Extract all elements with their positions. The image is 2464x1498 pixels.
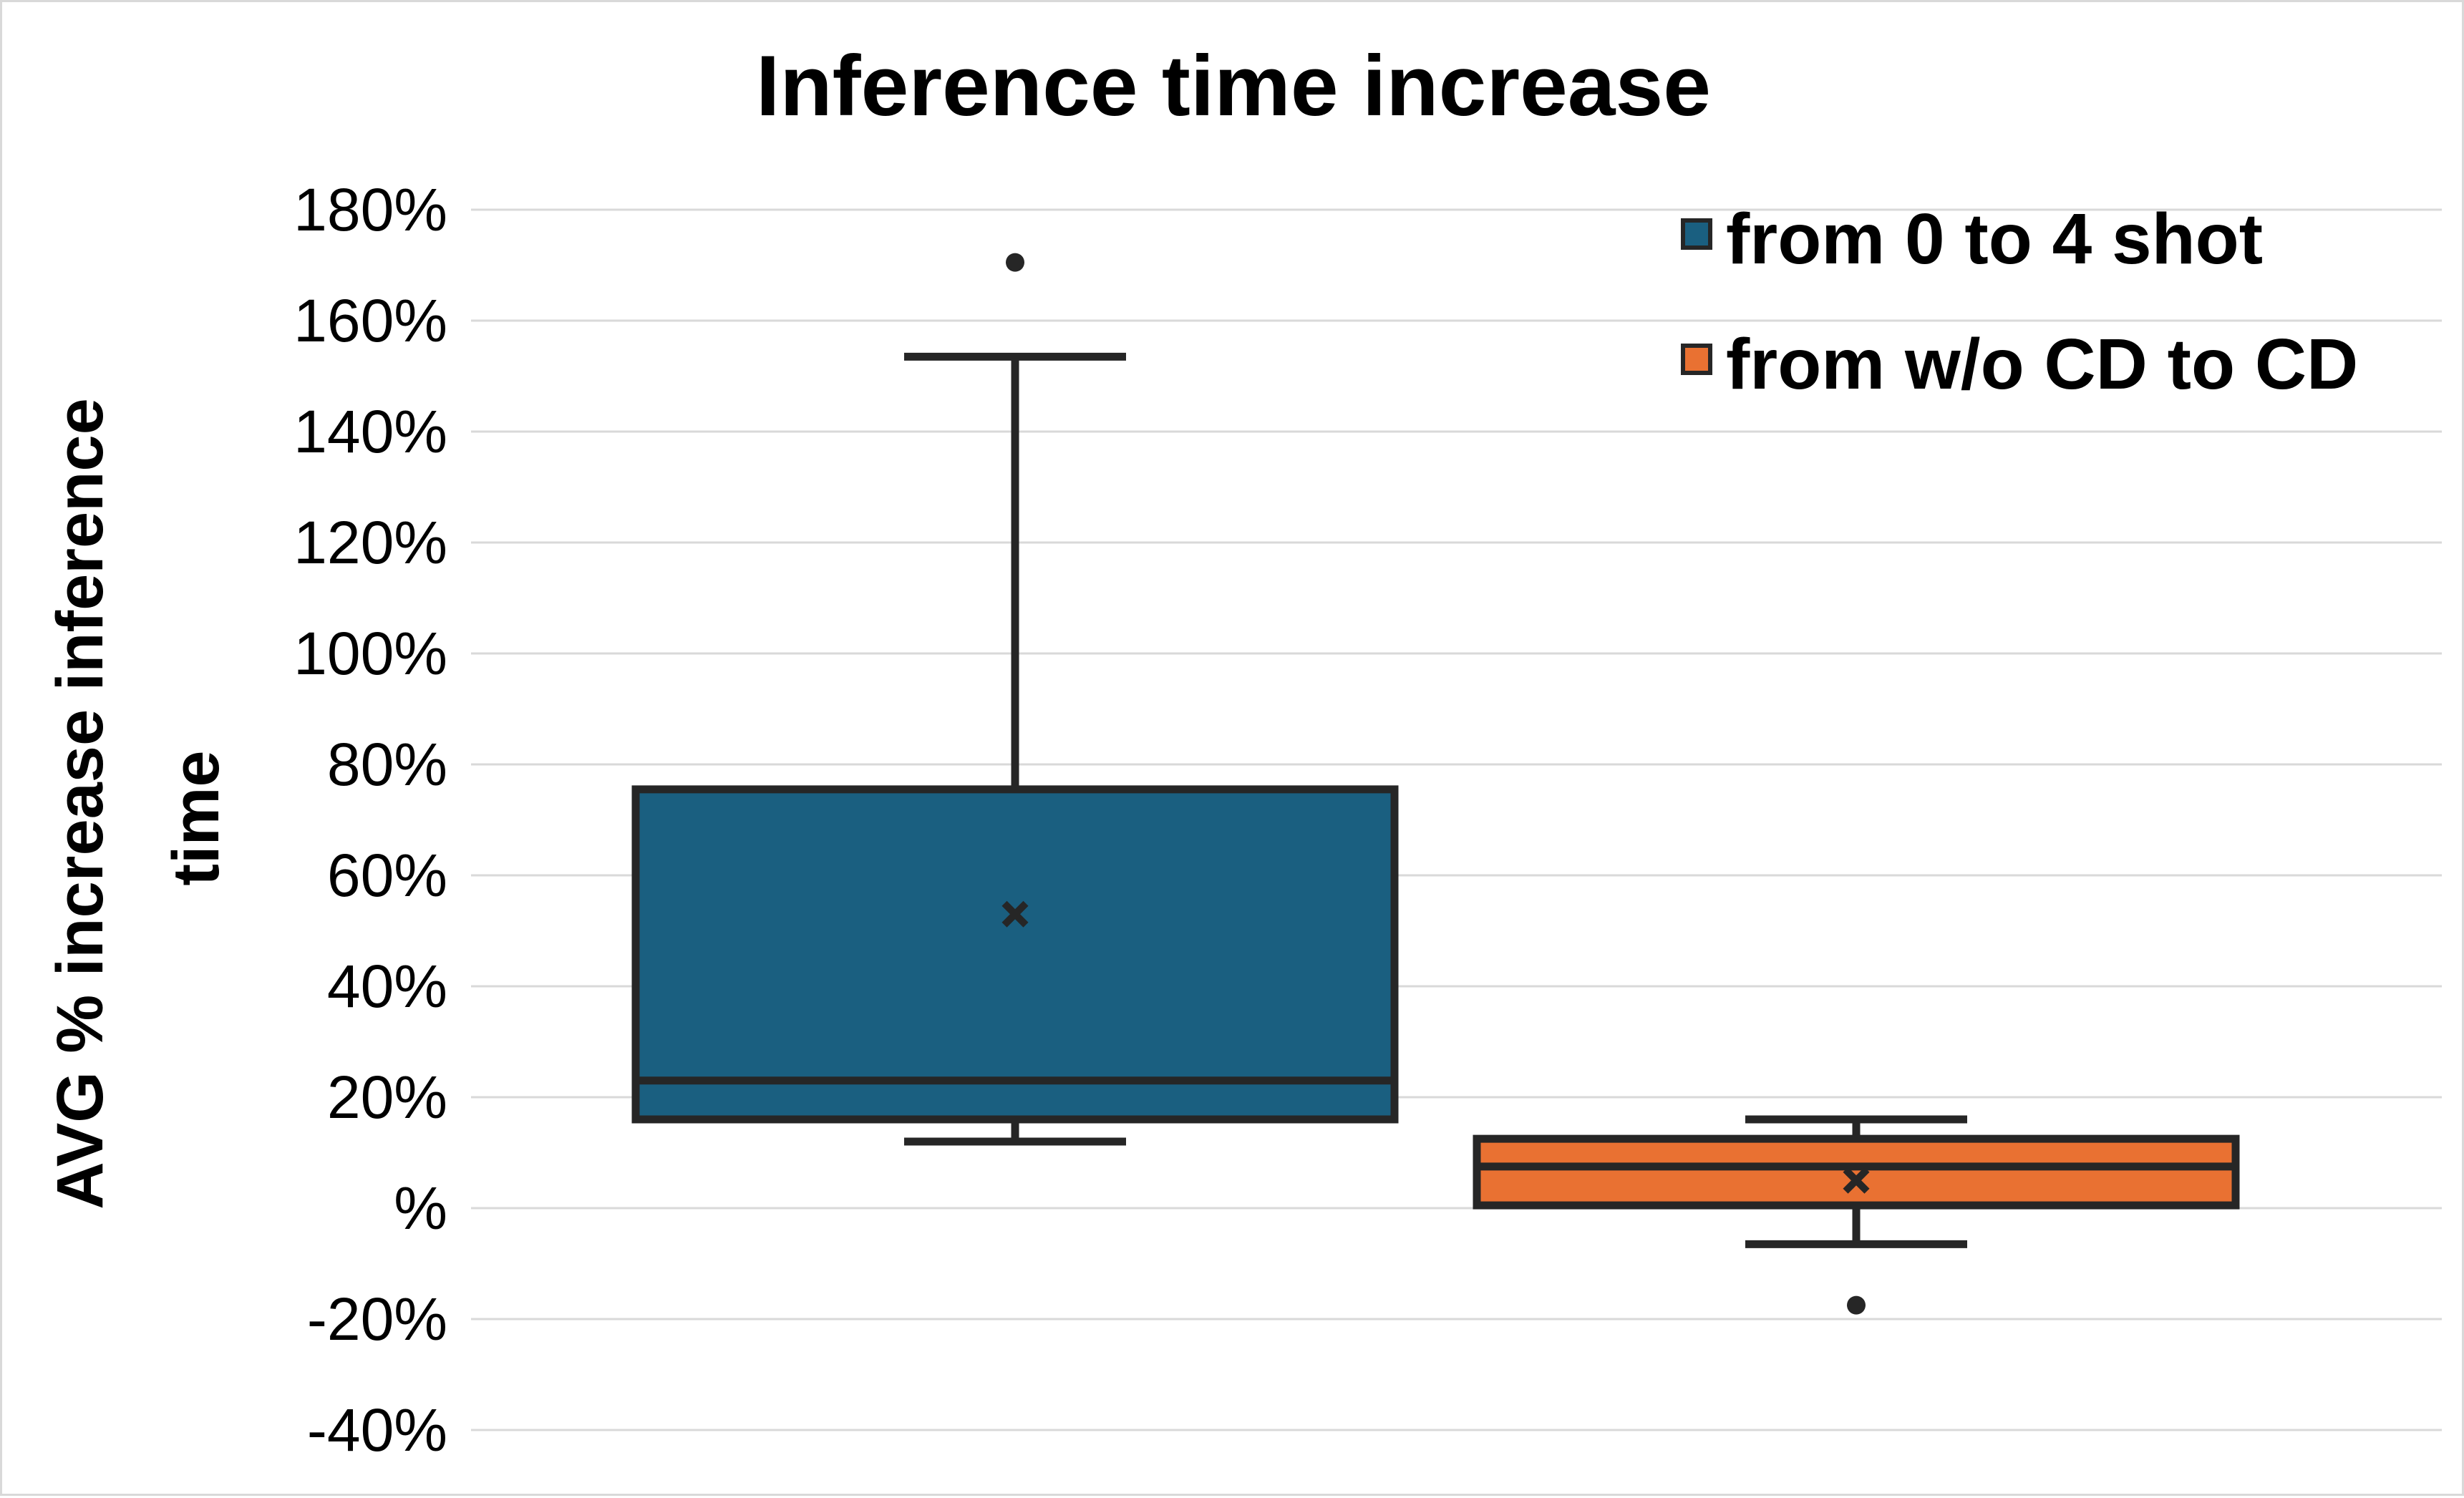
box-group-0 bbox=[631, 253, 1399, 1146]
y-tick-label: % bbox=[394, 1174, 447, 1242]
y-tick-label: 160% bbox=[294, 287, 447, 354]
y-tick-label: 100% bbox=[294, 620, 447, 687]
y-axis-label-line-1: AVG % increase inference bbox=[44, 398, 117, 1209]
box-iqr bbox=[631, 785, 1399, 1124]
legend-item-0: from 0 to 4 shot bbox=[1681, 199, 2263, 279]
y-tick-label: 140% bbox=[294, 398, 447, 465]
y-axis-ticks: 180% 160% 140% 120% 100% 80% 60% 40% 20%% -20% -40… bbox=[294, 176, 447, 1464]
y-tick-label: -20% bbox=[307, 1285, 447, 1353]
outlier-point bbox=[1006, 253, 1024, 272]
outlier-point bbox=[1847, 1295, 1866, 1315]
y-tick-label: 180% bbox=[294, 176, 447, 243]
legend-swatch-blue bbox=[1681, 218, 1712, 250]
box-group-1 bbox=[1473, 1115, 2240, 1315]
box-iqr bbox=[1473, 1134, 2240, 1210]
y-tick-label: 20% bbox=[327, 1064, 447, 1131]
y-tick-label: 40% bbox=[327, 953, 447, 1020]
y-tick-label: 120% bbox=[294, 509, 447, 576]
legend: from 0 to 4 shot from w/o CD to CD bbox=[1681, 199, 2358, 404]
mean-marker bbox=[1843, 1167, 1870, 1194]
y-tick-label: -40% bbox=[307, 1396, 447, 1464]
legend-swatch-orange bbox=[1681, 344, 1712, 375]
legend-item-1: from w/o CD to CD bbox=[1681, 324, 2358, 404]
legend-label-0: from 0 to 4 shot bbox=[1726, 199, 2263, 279]
y-axis-label-line-2: time bbox=[160, 750, 233, 885]
legend-label-1: from w/o CD to CD bbox=[1726, 324, 2358, 404]
y-tick-label: 80% bbox=[327, 731, 447, 798]
y-tick-label: 60% bbox=[327, 842, 447, 909]
chart-title: Inference time increase bbox=[756, 38, 1711, 134]
box-series bbox=[631, 253, 2240, 1315]
mean-marker bbox=[1001, 900, 1029, 928]
